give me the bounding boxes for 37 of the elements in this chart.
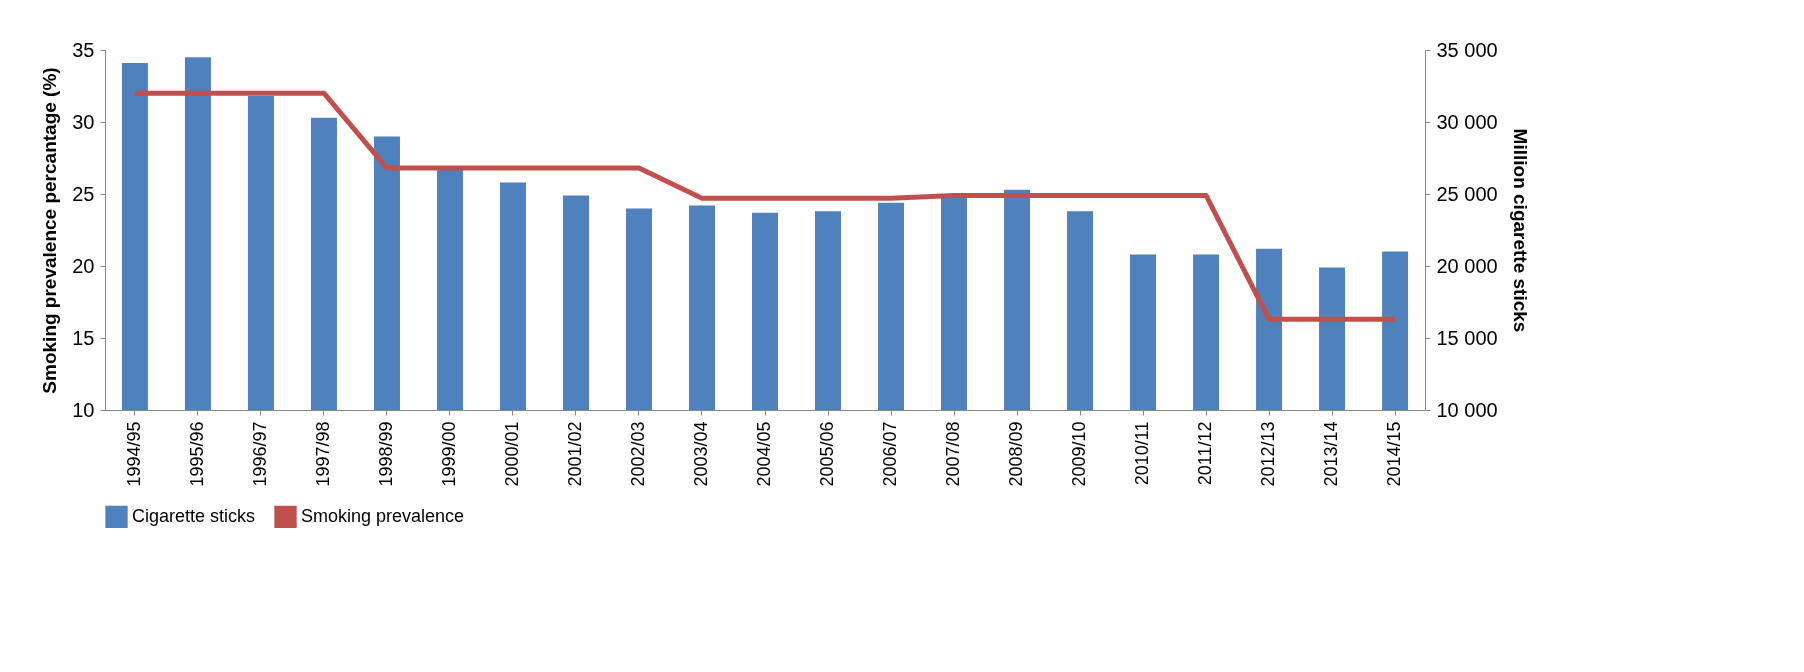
y2-tick-label: 20 000 — [1436, 254, 1498, 277]
y2-tick-label: 35 000 — [1436, 38, 1498, 61]
x-tick-label: 2007/08 — [943, 421, 964, 487]
x-tick-label: 2000/01 — [501, 421, 522, 487]
x-tick-label: 2009/10 — [1069, 421, 1090, 487]
y-axis-title: Smoking prevalence percantage (%) — [39, 67, 61, 394]
y-tick-label: 15 — [72, 326, 95, 349]
x-tick-label: 2013/14 — [1321, 421, 1342, 487]
y-tick-label: 30 — [72, 110, 95, 133]
y2-tick-label: 15 000 — [1436, 326, 1498, 349]
x-tick-label: 1995/96 — [186, 421, 207, 487]
x-tick-label: 2014/15 — [1384, 421, 1405, 487]
x-tick-label: 2004/05 — [754, 421, 774, 487]
y-tick-label: 25 — [72, 182, 95, 205]
x-tick-label: 2010/11 — [1132, 421, 1153, 486]
y2-tick-label: 25 000 — [1436, 182, 1498, 205]
x-tick-label: 2012/13 — [1258, 421, 1279, 487]
x-tick-label: 1998/99 — [375, 421, 396, 487]
y-tick-label: 35 — [72, 38, 95, 61]
x-tick-label: 2003/04 — [690, 421, 711, 487]
y2-tick-label: 10 000 — [1436, 398, 1498, 421]
x-tick-label: 2005/06 — [817, 421, 838, 487]
x-tick-label: 2006/07 — [880, 421, 901, 487]
legend-label: Cigarette sticks — [132, 505, 256, 526]
x-tick-label: 1999/00 — [438, 421, 459, 487]
x-tick-label: 2008/09 — [1006, 421, 1027, 487]
x-tick-label: 1997/98 — [312, 421, 333, 487]
x-tick-label: 2002/03 — [627, 421, 648, 487]
x-tick-label: 1994/95 — [123, 421, 144, 487]
y2-axis-title: Million cigarette sticks — [1509, 128, 1531, 333]
x-tick-label: 1996/97 — [249, 421, 270, 487]
y-tick-label: 10 — [72, 398, 95, 421]
x-tick-label: 2011/12 — [1195, 421, 1216, 486]
y2-tick-label: 30 000 — [1436, 110, 1498, 133]
legend-label: Smoking prevalence — [301, 505, 465, 526]
y-tick-label: 20 — [72, 254, 95, 277]
x-tick-label: 2001/02 — [564, 421, 585, 487]
